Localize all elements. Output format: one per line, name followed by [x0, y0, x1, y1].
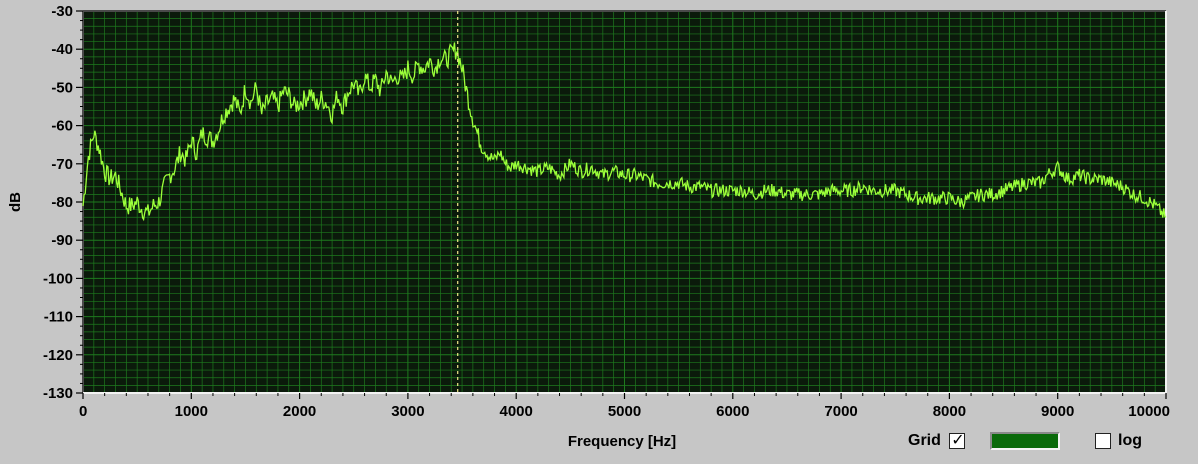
- y-tick-label: -30: [51, 3, 73, 20]
- grid-color-control: [990, 428, 1060, 454]
- tick-labels: -30 -40 -50 -60 -70 -80 -90 -100 -110 -120 -130 0 10…: [43, 3, 1170, 420]
- x-tick-label: 1000: [175, 403, 208, 420]
- y-tick-label: -50: [51, 79, 73, 96]
- y-tick-label: -120: [43, 347, 73, 364]
- grid-lines: [83, 11, 1166, 393]
- x-tick-label: 2000: [283, 403, 316, 420]
- y-tick-label: -90: [51, 232, 73, 249]
- axis-ticks: [76, 10, 1167, 399]
- x-axis-label: Frequency [Hz]: [568, 433, 676, 450]
- grid-checkbox[interactable]: ✓: [948, 432, 965, 449]
- grid-color-swatch[interactable]: [990, 432, 1060, 450]
- x-tick-label: 9000: [1041, 403, 1074, 420]
- y-tick-label: -70: [51, 156, 73, 173]
- x-tick-label: 5000: [608, 403, 641, 420]
- log-checkbox[interactable]: [1095, 433, 1111, 449]
- x-tick-label: 6000: [716, 403, 749, 420]
- x-tick-label: 7000: [824, 403, 857, 420]
- y-axis-label: dB: [7, 192, 24, 212]
- grid-label: Grid: [908, 432, 941, 449]
- y-tick-label: -110: [44, 309, 73, 326]
- x-tick-label: 4000: [500, 403, 533, 420]
- check-mark-icon: ✓: [951, 432, 965, 449]
- log-label: log: [1118, 432, 1142, 449]
- x-tick-label: 10000: [1128, 403, 1170, 420]
- x-tick-label: 8000: [933, 403, 966, 420]
- log-control: log: [1095, 428, 1142, 454]
- y-tick-label: -60: [51, 118, 73, 135]
- x-tick-label: 3000: [391, 403, 424, 420]
- y-tick-label: -130: [43, 385, 73, 402]
- y-tick-label: -80: [51, 194, 73, 211]
- grid-control: Grid ✓: [908, 428, 965, 454]
- y-tick-label: -100: [43, 270, 73, 287]
- y-tick-label: -40: [51, 41, 73, 58]
- spectrum-trace: [82, 42, 1167, 222]
- x-tick-label: 0: [79, 403, 87, 420]
